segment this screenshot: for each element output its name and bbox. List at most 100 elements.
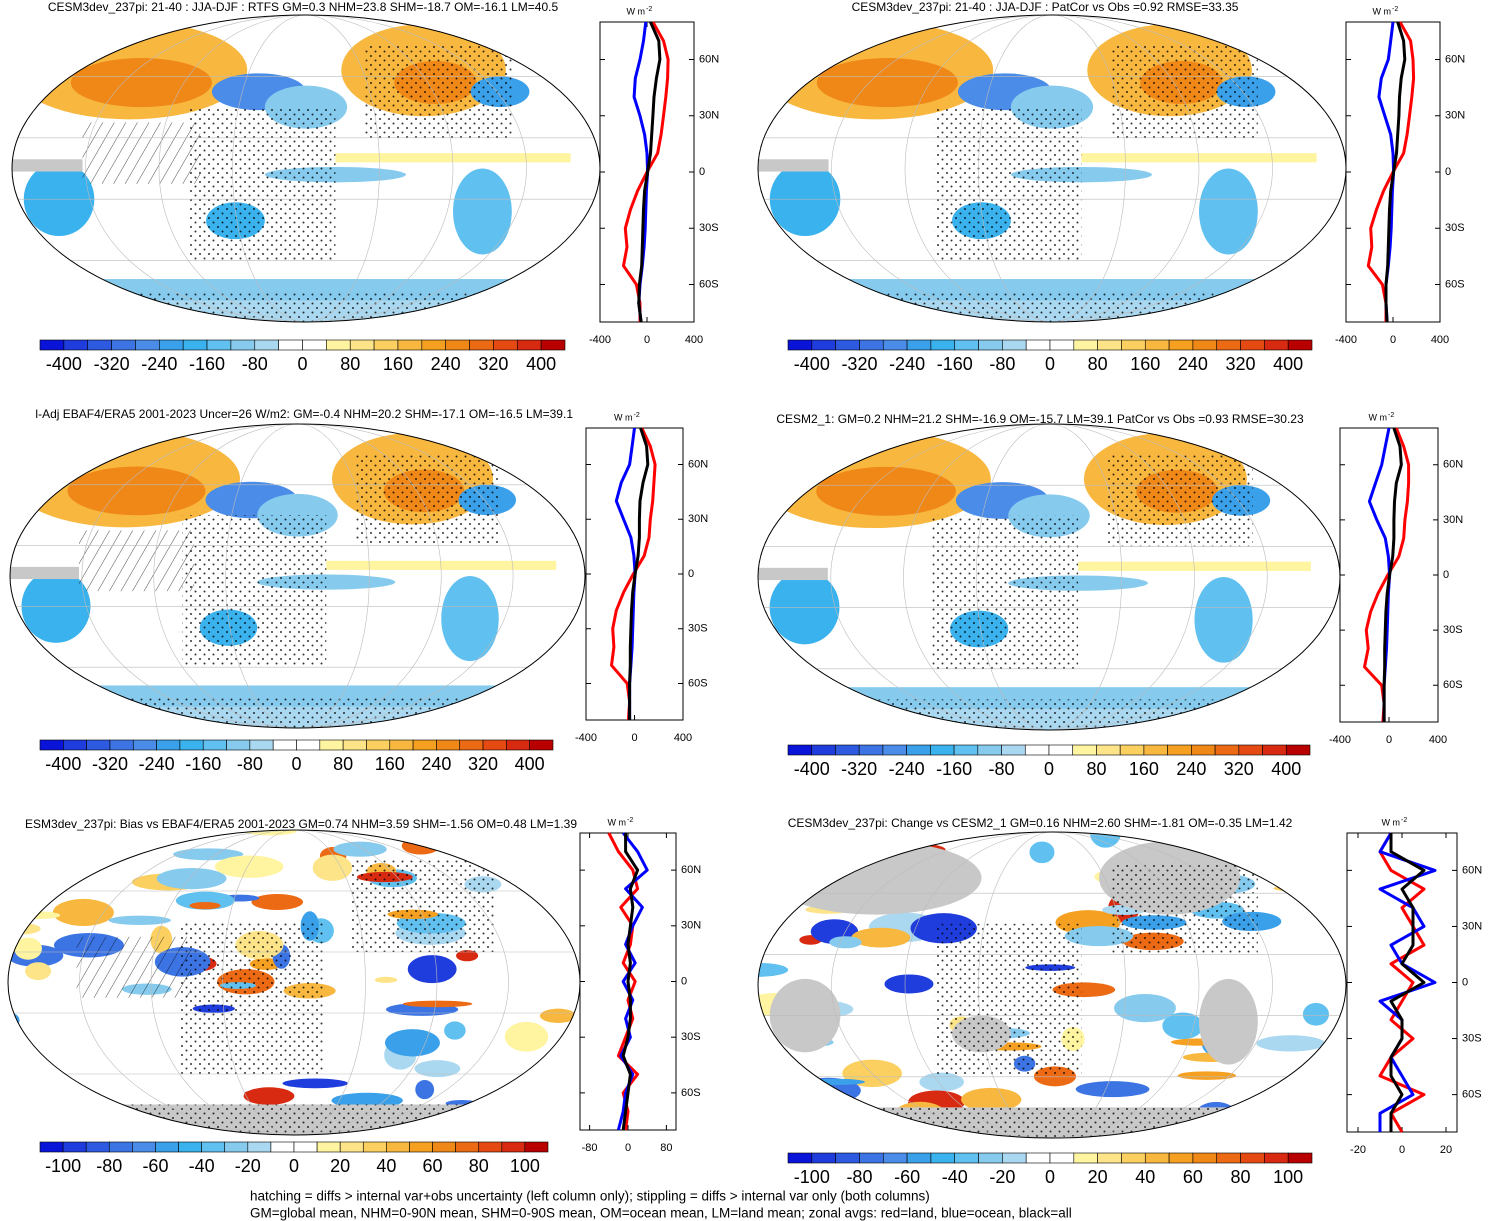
field-blob — [414, 1060, 461, 1078]
colorbar-box — [1097, 339, 1122, 351]
units: W m — [627, 6, 646, 16]
land-eurasia — [816, 57, 958, 108]
field-blob — [456, 950, 479, 962]
colorbar-label: 0 — [1045, 1167, 1055, 1187]
zonal-line — [607, 832, 640, 1131]
colorbar-label: -400 — [46, 354, 82, 374]
colorbar-label: -160 — [937, 354, 973, 374]
colorbar-box — [882, 1152, 908, 1164]
field-blob — [758, 962, 789, 977]
colorbar-label: 160 — [375, 754, 405, 774]
colorbar-label: 80 — [340, 354, 360, 374]
colorbar-box — [540, 339, 566, 351]
colorbar-label: 400 — [515, 754, 545, 774]
subtropic-band — [335, 153, 571, 163]
panel-title: CESM2_1: GM=0.2 NHM=21.2 SHM=-16.9 OM=-1… — [776, 412, 1304, 426]
colorbar-box — [316, 1141, 341, 1153]
field-blob — [1243, 856, 1291, 873]
colorbar-box — [459, 739, 484, 751]
colorbar-box — [1238, 744, 1263, 756]
field-blob — [244, 1089, 287, 1098]
zonal-line — [628, 427, 650, 720]
field-blob — [108, 915, 171, 926]
zonal-line — [637, 21, 662, 323]
map-field — [8, 830, 580, 1135]
y-tick-label: 60S — [688, 677, 708, 689]
stippling — [8, 1104, 580, 1135]
colorbar-label: -100 — [45, 1156, 81, 1176]
colorbar-label: 40 — [1135, 1167, 1155, 1187]
colorbar-box — [1216, 1152, 1241, 1164]
colorbar-box — [1287, 1152, 1313, 1164]
colorbar-box — [293, 1141, 318, 1153]
y-tick-label: 30N — [688, 513, 708, 525]
x-tick-label: -80 — [582, 1142, 598, 1154]
colorbar-box — [86, 739, 111, 751]
colorbar-box — [1024, 744, 1050, 756]
hatching — [79, 530, 194, 592]
field-blob — [27, 1089, 79, 1107]
panel-title: CESM3dev_237pi: 21-40 : JJA-DJF : PatCor… — [852, 0, 1239, 14]
y-tick-label: 30S — [681, 1031, 701, 1043]
colorbar-box — [529, 739, 554, 751]
colorbar-box — [201, 1141, 226, 1153]
field-blob — [1273, 885, 1336, 892]
field-blob — [14, 937, 42, 960]
x-tick-label: 400 — [1431, 334, 1449, 346]
y-tick-label: 60S — [699, 278, 719, 290]
colorbar-box — [85, 1141, 110, 1153]
colorbar-box — [1096, 744, 1121, 756]
y-tick-label: 30N — [699, 110, 719, 122]
field-blob — [1075, 1081, 1150, 1098]
stippling — [758, 699, 1340, 730]
colorbar-label: 60 — [1183, 1167, 1203, 1187]
colorbar-label: 400 — [526, 354, 556, 374]
colorbar-label: -60 — [142, 1156, 168, 1176]
colorbar-box — [179, 739, 204, 751]
colorbar-box — [1002, 339, 1027, 351]
zonal-line — [1384, 21, 1407, 323]
land-s-america — [1199, 168, 1258, 255]
colorbar-label: 0 — [297, 354, 307, 374]
panel-title: l-Adj EBAF4/ERA5 2001-2023 Uncer=26 W/m2… — [35, 407, 573, 421]
colorbar-box — [339, 1141, 364, 1153]
stippling — [12, 291, 600, 322]
field-blob — [758, 846, 789, 877]
map-border — [757, 831, 1347, 1139]
land-s-america — [441, 576, 499, 662]
colorbar-label: 100 — [510, 1156, 540, 1176]
graticule — [81, 424, 514, 728]
colorbar-box — [230, 339, 256, 351]
colorbar-box — [906, 744, 931, 756]
y-tick-label: 30S — [1462, 1032, 1482, 1044]
land-sahara — [10, 566, 79, 580]
colorbar-box — [272, 739, 297, 751]
stippling — [932, 515, 1079, 669]
colorbar-box — [835, 339, 860, 351]
y-tick-label: 0 — [681, 975, 687, 987]
field-blob — [331, 1092, 403, 1109]
colorbar-box — [155, 1141, 179, 1153]
field-blob — [1177, 1071, 1237, 1080]
colorbar-label: -60 — [894, 1167, 920, 1187]
y-tick-label: 0 — [688, 568, 694, 580]
colorbar-box — [811, 744, 836, 756]
field-blob — [251, 894, 304, 910]
colorbar-box — [132, 1141, 156, 1153]
colorbar-box — [1049, 339, 1075, 351]
land-sahara — [758, 567, 828, 581]
colorbar-box — [787, 1152, 813, 1164]
colorbar-box — [501, 1141, 526, 1153]
field-blob — [156, 867, 227, 890]
zonal-line — [1389, 833, 1426, 1132]
land-s-america — [1194, 577, 1253, 663]
colorbar-label: 0 — [1044, 759, 1054, 779]
colorbar-label: -40 — [189, 1156, 215, 1176]
colorbar-label: 320 — [1226, 354, 1256, 374]
field-blob — [8, 1111, 73, 1121]
colorbar-label: 400 — [1273, 354, 1303, 374]
units: W m — [608, 817, 627, 827]
zonal-line — [621, 833, 640, 1131]
colorbar-label: -80 — [242, 354, 268, 374]
y-tick-label: 0 — [1462, 976, 1468, 988]
